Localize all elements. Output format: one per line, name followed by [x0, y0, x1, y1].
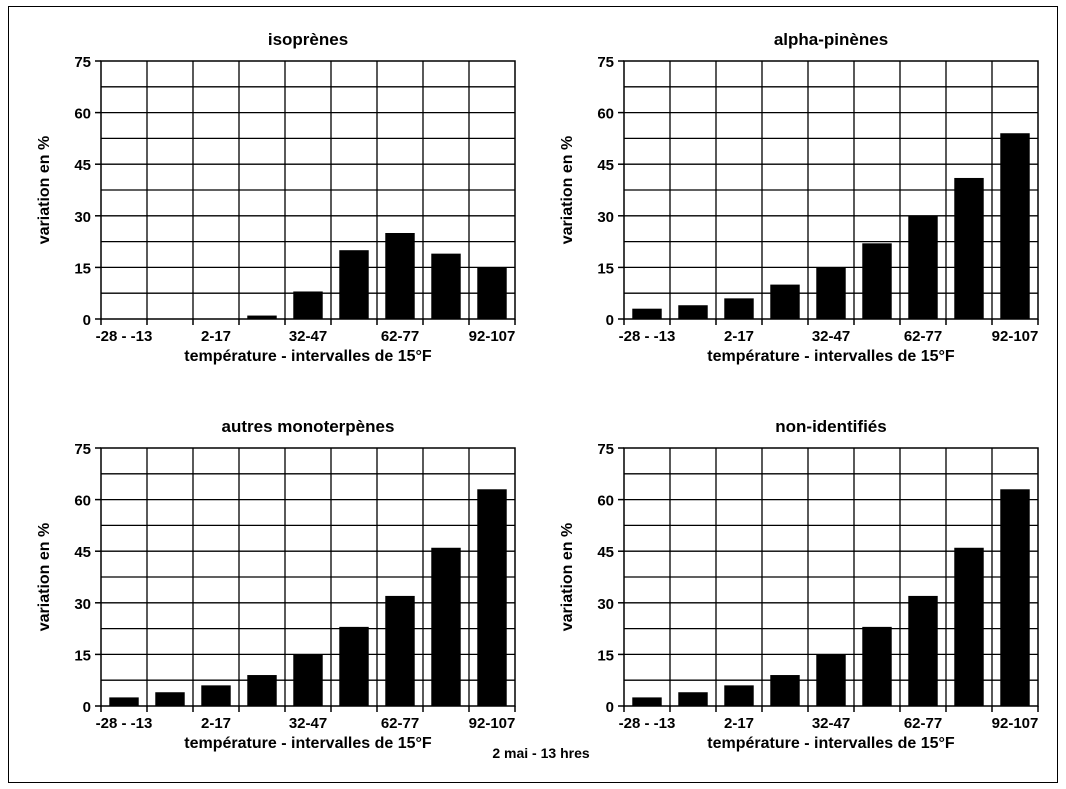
chart-title: alpha-pinènes: [774, 30, 888, 49]
y-tick-label: 30: [597, 596, 614, 613]
x-tick-label: 92-107: [992, 328, 1039, 345]
y-axis-label: variation en %: [559, 523, 576, 631]
y-axis-label: variation en %: [36, 136, 53, 244]
x-tick-label: 62-77: [381, 715, 419, 732]
x-tick-label: 62-77: [381, 328, 419, 345]
y-tick-label: 0: [606, 312, 614, 329]
figure-footer: 2 mai - 13 hres: [492, 745, 589, 761]
chart-title: isoprènes: [268, 30, 348, 49]
y-tick-label: 30: [74, 209, 91, 226]
y-axis-label: variation en %: [36, 523, 53, 631]
y-tick-label: 45: [74, 157, 91, 174]
x-tick-label: 92-107: [469, 328, 516, 345]
bar-5: [293, 291, 323, 319]
bar-6: [862, 243, 892, 319]
bar-7: [908, 595, 938, 706]
bar-8: [431, 253, 461, 319]
figure-frame: 2 mai - 13 hres 0 15 30 45 60 75 -28 - -13 2-17…: [8, 6, 1058, 783]
bar-9: [1000, 133, 1030, 319]
y-tick-label: 15: [597, 647, 614, 664]
x-tick-label: -28 - -13: [619, 328, 676, 345]
y-tick-label: 30: [597, 209, 614, 226]
x-tick-label: 32-47: [289, 328, 327, 345]
bar-2: [678, 692, 708, 706]
y-tick-label: 0: [83, 699, 91, 716]
y-tick-label: 45: [74, 544, 91, 561]
x-tick-label: 2-17: [201, 715, 231, 732]
x-axis-label: température - intervalles de 15°F: [707, 348, 955, 365]
chart-panel-3: 0 15 30 45 60 75 -28 - -13 2-17 32-47 62-77 92-107…: [36, 417, 516, 752]
chart-panel-4: 0 15 30 45 60 75 -28 - -13 2-17 32-47 62-77 92-107…: [559, 417, 1039, 752]
x-tick-label: 92-107: [469, 715, 516, 732]
x-tick-label: 62-77: [904, 715, 942, 732]
bar-6: [339, 626, 369, 706]
x-tick-label: 92-107: [992, 715, 1039, 732]
x-tick-label: 32-47: [812, 328, 850, 345]
bar-7: [908, 215, 938, 319]
y-tick-label: 15: [597, 260, 614, 277]
bar-4: [247, 315, 277, 319]
x-tick-label: 62-77: [904, 328, 942, 345]
bar-6: [339, 250, 369, 319]
bar-4: [770, 675, 800, 706]
x-tick-label: 32-47: [812, 715, 850, 732]
chart-title: non-identifiés: [775, 417, 886, 436]
bar-1: [632, 308, 662, 319]
bar-9: [477, 489, 507, 706]
x-tick-label: -28 - -13: [96, 715, 153, 732]
y-tick-label: 45: [597, 544, 614, 561]
y-tick-label: 15: [74, 260, 91, 277]
chart-panel-1: 0 15 30 45 60 75 -28 - -13 2-17 32-47 62-77 92-107…: [36, 30, 516, 365]
bar-5: [293, 654, 323, 706]
x-tick-label: -28 - -13: [619, 715, 676, 732]
y-tick-label: 75: [597, 54, 614, 71]
x-axis-label: température - intervalles de 15°F: [184, 348, 432, 365]
bar-1: [109, 697, 139, 706]
x-tick-label: 32-47: [289, 715, 327, 732]
y-axis-label: variation en %: [559, 136, 576, 244]
y-tick-label: 30: [74, 596, 91, 613]
bar-1: [632, 697, 662, 706]
y-tick-label: 75: [74, 441, 91, 458]
bar-3: [724, 298, 754, 319]
x-tick-label: -28 - -13: [96, 328, 153, 345]
bar-4: [770, 284, 800, 319]
bar-5: [816, 267, 846, 319]
chart-figure: 2 mai - 13 hres 0 15 30 45 60 75 -28 - -13 2-17…: [36, 30, 1039, 761]
chart-panel-2: 0 15 30 45 60 75 -28 - -13 2-17 32-47 62-77 92-107…: [559, 30, 1039, 365]
x-tick-label: 2-17: [201, 328, 231, 345]
y-tick-label: 60: [597, 106, 614, 123]
bar-4: [247, 675, 277, 706]
bar-8: [431, 547, 461, 706]
y-tick-label: 0: [83, 312, 91, 329]
y-tick-label: 75: [597, 441, 614, 458]
x-tick-label: 2-17: [724, 715, 754, 732]
bar-7: [385, 233, 415, 319]
bar-5: [816, 654, 846, 706]
y-tick-label: 60: [74, 106, 91, 123]
bar-3: [201, 685, 231, 706]
bar-6: [862, 626, 892, 706]
bar-2: [155, 692, 185, 706]
y-tick-label: 60: [597, 493, 614, 510]
bar-2: [678, 305, 708, 319]
bar-9: [1000, 489, 1030, 706]
bar-8: [954, 547, 984, 706]
bar-3: [724, 685, 754, 706]
y-tick-label: 15: [74, 647, 91, 664]
x-axis-label: température - intervalles de 15°F: [184, 735, 432, 752]
x-tick-label: 2-17: [724, 328, 754, 345]
x-axis-label: température - intervalles de 15°F: [707, 735, 955, 752]
chart-title: autres monoterpènes: [222, 417, 395, 436]
y-tick-label: 60: [74, 493, 91, 510]
bar-8: [954, 177, 984, 319]
y-tick-label: 75: [74, 54, 91, 71]
y-tick-label: 0: [606, 699, 614, 716]
y-tick-label: 45: [597, 157, 614, 174]
bar-7: [385, 595, 415, 706]
bar-9: [477, 267, 507, 319]
